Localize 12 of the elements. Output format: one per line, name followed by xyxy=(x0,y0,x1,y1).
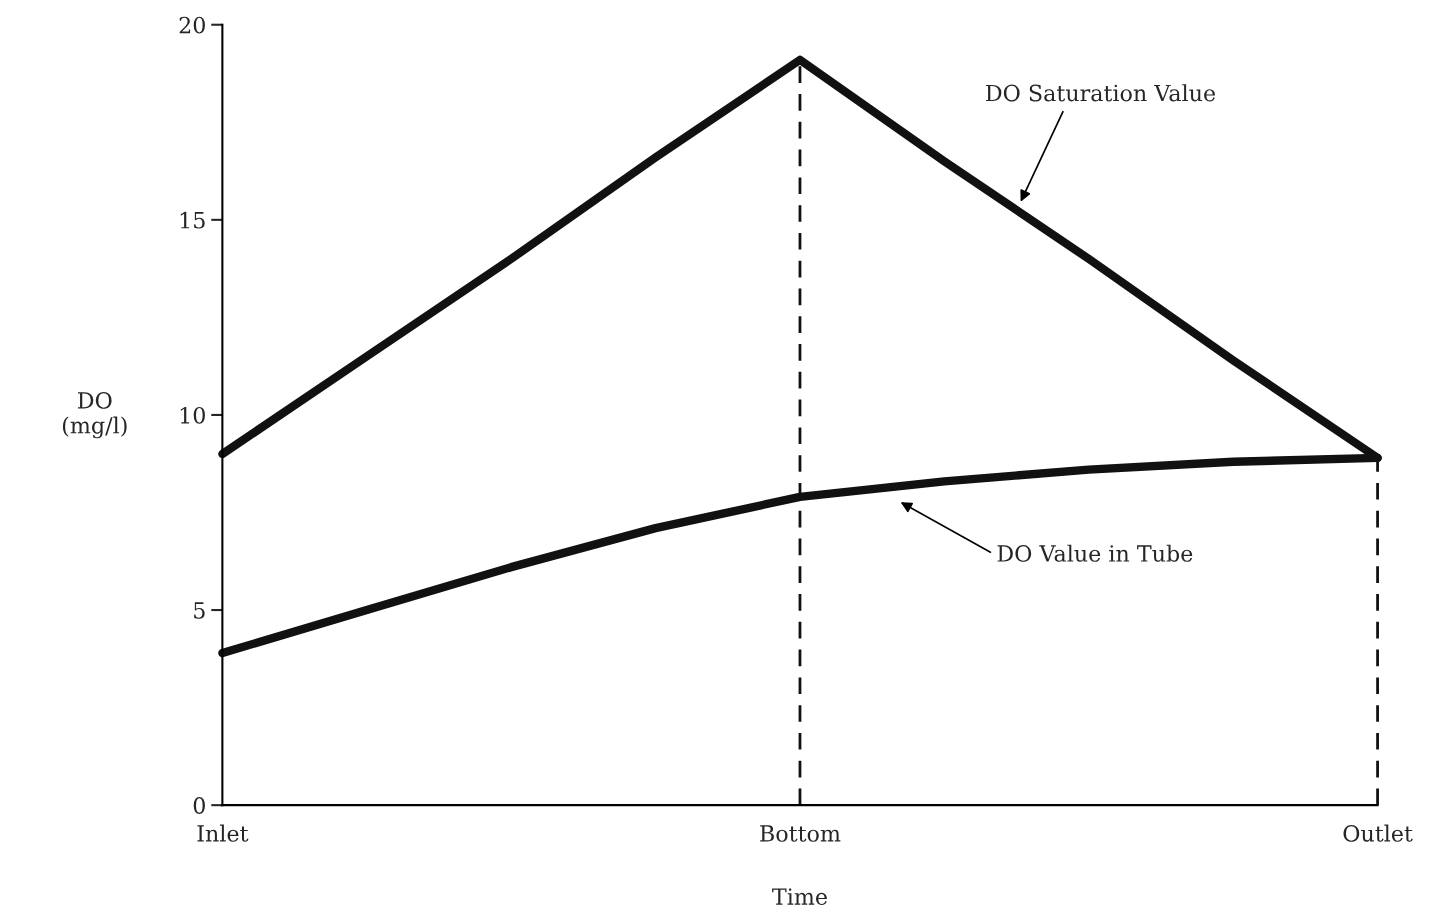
y-axis-title: DO (mg/l) xyxy=(62,391,127,439)
x-tick-label: Inlet xyxy=(197,824,249,842)
x-tick-label: Outlet xyxy=(1343,824,1413,842)
x-tick-label: Bottom xyxy=(760,825,841,842)
annotation: DO Saturation Value xyxy=(986,84,1216,102)
x-axis-title: Time xyxy=(772,888,827,905)
y-tick-label: 5 xyxy=(194,602,205,619)
y-tick-label: 0 xyxy=(193,797,205,814)
y-tick-label: 10 xyxy=(180,406,205,424)
y-tick-label: 15 xyxy=(180,211,205,229)
y-tick-label: 20 xyxy=(179,16,205,34)
annotation: DO Value in Tube xyxy=(997,544,1193,562)
